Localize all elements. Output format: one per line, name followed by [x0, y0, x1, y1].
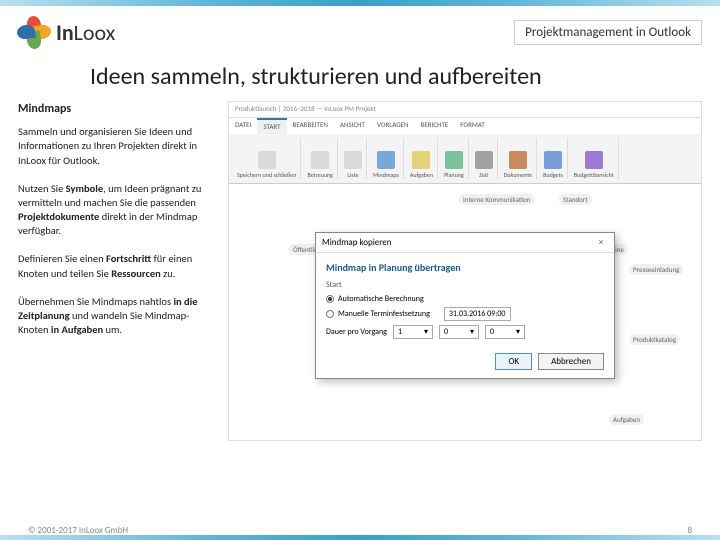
- brand-logo: InLoox: [18, 16, 115, 48]
- spinner-icon: ▾: [516, 327, 520, 337]
- radio-icon: [326, 295, 334, 303]
- radio-manual-label: Manuelle Terminfestsetzung: [338, 309, 430, 319]
- ribbon-tab[interactable]: DATEI: [229, 118, 257, 134]
- content-area: Mindmaps Sammeln und organisieren Sie Id…: [0, 101, 720, 441]
- para-1: Sammeln und organisieren Sie Ideen und I…: [18, 125, 218, 168]
- radio-icon: [326, 310, 334, 318]
- ribbon-group-icon: [509, 151, 527, 169]
- ribbon-group[interactable]: Budgetübersicht: [570, 138, 619, 179]
- para-3: Definieren Sie einen Fortschritt für ein…: [18, 252, 218, 280]
- para-4: Übernehmen Sie Mindmaps nahtlos in die Z…: [18, 295, 218, 338]
- section-start: Start: [326, 280, 604, 290]
- left-column: Mindmaps Sammeln und organisieren Sie Id…: [18, 101, 218, 441]
- mindmap-node[interactable]: Aufgaben: [609, 414, 644, 425]
- mindmap-node[interactable]: Produktkatalog: [629, 334, 680, 345]
- cancel-button[interactable]: Abbrechen: [538, 353, 604, 370]
- ribbon-group-label: Zeit: [479, 171, 488, 179]
- spinner-icon: ▾: [470, 327, 474, 337]
- ribbon-group-icon: [311, 151, 329, 169]
- radio-manual[interactable]: Manuelle Terminfestsetzung 31.03.2016 09…: [326, 307, 604, 321]
- unit-spinner-1[interactable]: 0▾: [439, 325, 479, 339]
- dialog-title-text: Mindmap kopieren: [322, 237, 392, 248]
- ribbon-tab[interactable]: FORMAT: [454, 118, 491, 134]
- ribbon-tabs: DATEISTARTBEARBEITENANSICHTVORLAGENBERIC…: [229, 118, 701, 134]
- brand-name: InLoox: [56, 19, 115, 46]
- ribbon-group-icon: [445, 151, 463, 169]
- close-icon[interactable]: ×: [594, 237, 608, 248]
- mindmap-node[interactable]: Interne Kommunikation: [459, 194, 534, 205]
- logo-icon: [18, 16, 50, 48]
- ribbon-group[interactable]: Dokumente: [500, 138, 537, 179]
- window-title: Produktlaunch | 2016–2018 — InLoox PM Pr…: [229, 102, 701, 118]
- brand-prefix: In: [56, 19, 74, 46]
- ok-button[interactable]: OK: [495, 353, 532, 370]
- ribbon-group[interactable]: Aufgaben: [406, 138, 438, 179]
- ribbon-tab[interactable]: ANSICHT: [334, 118, 371, 134]
- slide-title: Ideen sammeln, strukturieren und aufbere…: [0, 56, 720, 101]
- unit-spinner-2[interactable]: 0▾: [485, 325, 525, 339]
- ribbon-group-icon: [585, 151, 603, 169]
- ribbon-group-icon: [344, 151, 362, 169]
- bottom-accent-strip: [0, 535, 720, 540]
- slide-header: InLoox Projektmanagement in Outlook: [0, 6, 720, 56]
- ribbon-body: Speichern und schließen Betreuung Liste Min…: [229, 134, 701, 184]
- ribbon-group-label: Budgets: [543, 171, 563, 179]
- duration-spinner[interactable]: 1▾: [393, 325, 433, 339]
- copy-mindmap-dialog: Mindmap kopieren × Mindmap in Planung üb…: [315, 232, 615, 379]
- brand-suffix: Loox: [74, 19, 116, 46]
- ribbon-group-label: Liste: [347, 171, 358, 179]
- para-2: Nutzen Sie Symbole, um Ideen prägnant zu…: [18, 182, 218, 239]
- dialog-buttons: OK Abbrechen: [316, 347, 614, 378]
- ribbon-group-icon: [544, 151, 562, 169]
- mindmap-node[interactable]: Standort: [559, 194, 592, 205]
- spinner-icon: ▾: [424, 327, 428, 337]
- ribbon-tab[interactable]: BERICHTE: [415, 118, 455, 134]
- mindmaps-heading: Mindmaps: [18, 101, 218, 117]
- radio-auto[interactable]: Automatische Berechnung: [326, 294, 604, 304]
- ribbon-group-icon: [377, 151, 395, 169]
- dialog-heading: Mindmap in Planung übertragen: [326, 261, 604, 274]
- ribbon-group[interactable]: Zeit: [471, 138, 498, 179]
- ribbon-group-label: Aufgaben: [410, 171, 433, 179]
- ribbon-group[interactable]: Liste: [340, 138, 367, 179]
- duration-label: Dauer pro Vorgang: [326, 327, 387, 337]
- ribbon-group-label: Budgetübersicht: [574, 171, 614, 179]
- ribbon-group-label: Dokumente: [504, 171, 532, 179]
- dialog-titlebar: Mindmap kopieren ×: [316, 233, 614, 253]
- duration-row: Dauer pro Vorgang 1▾ 0▾ 0▾: [326, 325, 604, 339]
- date-input[interactable]: 31.03.2016 09:00: [444, 307, 511, 321]
- ribbon-group-icon: [475, 151, 493, 169]
- ribbon-group-label: Betreuung: [307, 171, 333, 179]
- ribbon-tab[interactable]: VORLAGEN: [371, 118, 415, 134]
- ribbon-group[interactable]: Budgets: [539, 138, 568, 179]
- ribbon-tab[interactable]: BEARBEITEN: [287, 118, 334, 134]
- dialog-body: Mindmap in Planung übertragen Start Auto…: [316, 253, 614, 347]
- radio-auto-label: Automatische Berechnung: [338, 294, 424, 304]
- ribbon-group[interactable]: Speichern und schließen: [233, 138, 301, 179]
- ribbon-group-label: Mindmaps: [373, 171, 399, 179]
- ribbon-group[interactable]: Betreuung: [303, 138, 338, 179]
- ribbon-group[interactable]: Planung: [440, 138, 469, 179]
- screenshot-panel: Produktlaunch | 2016–2018 — InLoox PM Pr…: [228, 101, 702, 441]
- ribbon-group-icon: [258, 151, 276, 169]
- ribbon-group[interactable]: Mindmaps: [369, 138, 404, 179]
- ribbon-group-icon: [412, 151, 430, 169]
- mindmap-node[interactable]: Presseeinladung: [629, 264, 683, 275]
- ribbon-group-label: Speichern und schließen: [237, 171, 296, 179]
- ribbon-tab[interactable]: START: [257, 118, 286, 134]
- tagline-box: Projektmanagement in Outlook: [514, 20, 702, 45]
- ribbon-group-label: Planung: [444, 171, 464, 179]
